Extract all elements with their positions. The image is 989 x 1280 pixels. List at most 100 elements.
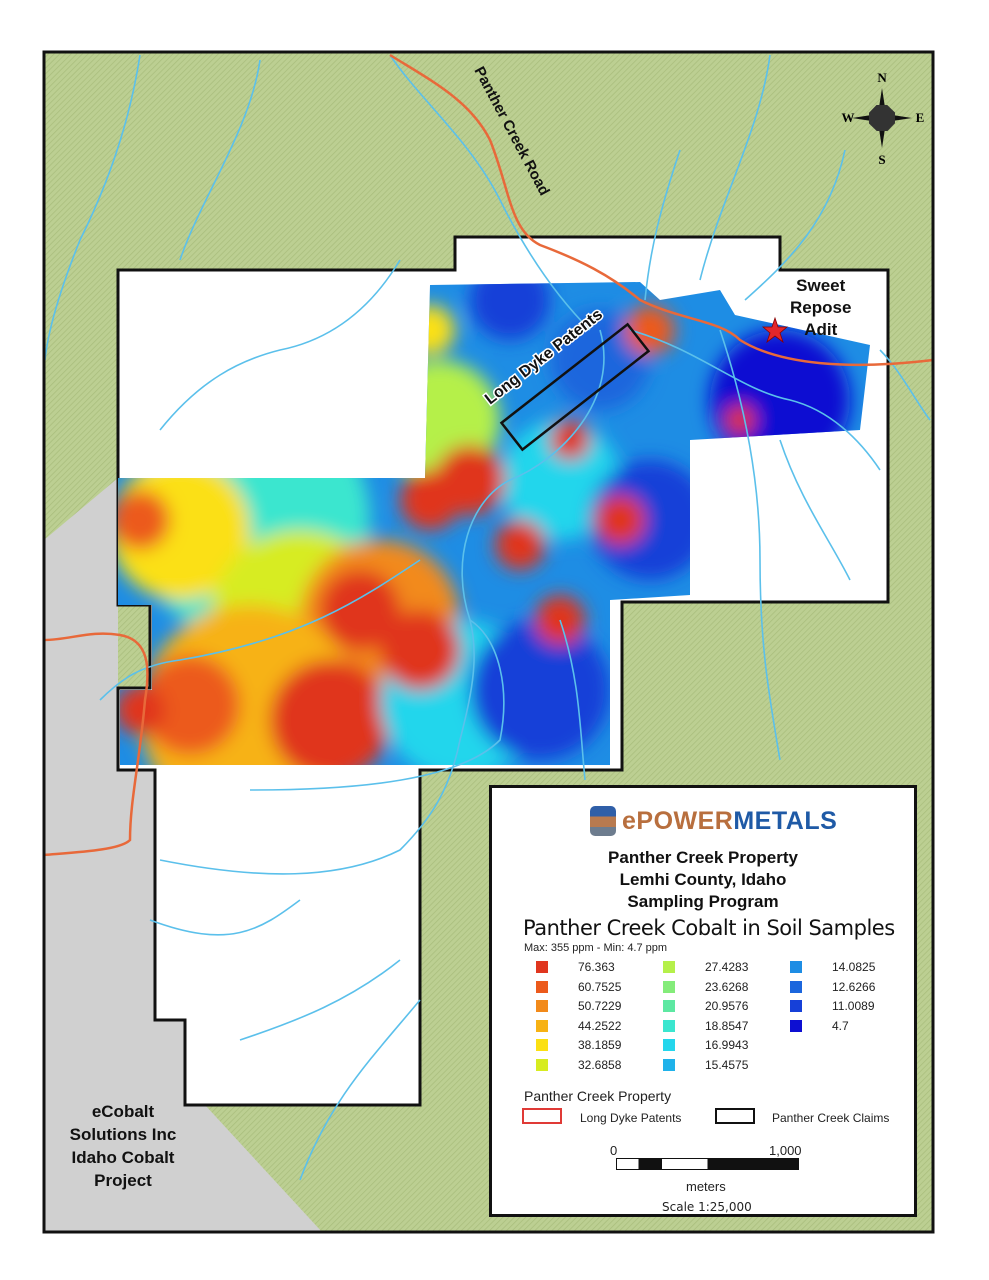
legend-class-swatch bbox=[790, 980, 802, 993]
stream-line bbox=[239, 959, 401, 1041]
legend-class-swatch bbox=[790, 1000, 802, 1012]
neighbor-label-line: Project bbox=[94, 1171, 152, 1190]
heat-blob bbox=[118, 685, 165, 735]
road-line bbox=[389, 53, 934, 367]
legend-class-swatch bbox=[663, 1039, 675, 1051]
heat-blob bbox=[500, 420, 620, 540]
epower-metals-logo: ePOWERMETALS bbox=[590, 806, 837, 836]
legend-class-item: 23.6268 bbox=[663, 980, 748, 994]
legend-class-value: 76.363 bbox=[578, 960, 615, 974]
legend-class-value: 23.6268 bbox=[705, 979, 749, 994]
long-dyke-patents-swatch bbox=[522, 1108, 562, 1124]
heat-blob bbox=[470, 620, 610, 760]
compass-w: W bbox=[842, 110, 855, 125]
legend-class-value: 38.1859 bbox=[578, 1038, 622, 1052]
stream-line bbox=[299, 999, 421, 1181]
legend-class-swatch bbox=[536, 1019, 548, 1032]
long-dyke-patents-legend-label: Long Dyke Patents bbox=[580, 1111, 682, 1125]
legend-title-line: Lemhi County, Idaho bbox=[619, 870, 787, 889]
legend-class-value: 60.7525 bbox=[578, 979, 622, 994]
stream-line bbox=[699, 54, 771, 281]
stream-line bbox=[389, 54, 591, 331]
claims-legend-label: Panther Creek Claims bbox=[772, 1111, 890, 1125]
stream-line bbox=[159, 329, 605, 875]
legend-class-value: 20.9576 bbox=[705, 999, 749, 1013]
heat-blob bbox=[320, 570, 400, 650]
legend-class-value: 18.8547 bbox=[705, 1018, 749, 1033]
stream-line bbox=[249, 619, 505, 791]
stream-line bbox=[629, 329, 881, 471]
legend-class-item: 16.9943 bbox=[663, 1038, 748, 1052]
heat-blob bbox=[625, 305, 675, 355]
heat-blob bbox=[470, 282, 550, 340]
legend-class-value: 12.6266 bbox=[832, 979, 876, 994]
heat-blob bbox=[550, 310, 650, 410]
logo-metals: METALS bbox=[733, 806, 838, 835]
legend-title-line: Panther Creek Property bbox=[608, 848, 798, 867]
legend-class-swatch bbox=[663, 961, 675, 973]
heat-blob bbox=[590, 460, 710, 580]
legend-class-value: 32.6858 bbox=[578, 1057, 622, 1072]
heat-blob bbox=[400, 470, 460, 530]
legend-class-item: 12.6266 bbox=[790, 980, 875, 994]
property-heading: Panther Creek Property bbox=[524, 1088, 672, 1104]
claims-swatch bbox=[715, 1108, 755, 1124]
stream-line bbox=[744, 149, 846, 301]
compass-e: E bbox=[916, 110, 925, 125]
neighbor-label-line: Idaho Cobalt bbox=[71, 1148, 175, 1167]
legend-class-item: 38.1859 bbox=[536, 1038, 621, 1052]
heat-blob bbox=[380, 610, 460, 690]
heat-blob bbox=[140, 655, 240, 755]
legend-class-item: 20.9576 bbox=[663, 999, 748, 1013]
legend-class-value: 4.7 bbox=[832, 1018, 849, 1033]
legend-class-value: 27.4283 bbox=[705, 960, 749, 974]
adit-label-line: Repose bbox=[790, 298, 852, 317]
logo-e: e bbox=[622, 806, 637, 835]
legend-class-item: 44.2522 bbox=[536, 1019, 621, 1033]
legend-class-swatch bbox=[536, 1058, 548, 1071]
heat-blob bbox=[118, 490, 170, 550]
compass-rose-icon: N S E W bbox=[842, 70, 925, 167]
legend-class-item: 14.0825 bbox=[790, 960, 875, 974]
legend-class-swatch bbox=[536, 1000, 548, 1012]
legend-range: Max: 355 ppm - Min: 4.7 ppm bbox=[524, 942, 668, 954]
long-dyke-patents-outline bbox=[499, 322, 651, 452]
heat-blob bbox=[550, 420, 590, 460]
legend-subtitle: Panther Creek Cobalt in Soil Samples bbox=[523, 916, 895, 940]
legend-class-item: 32.6858 bbox=[536, 1058, 621, 1072]
stream-line bbox=[644, 149, 681, 301]
legend-class-item: 50.7229 bbox=[536, 999, 621, 1013]
logo-power: POWER bbox=[636, 806, 734, 835]
legend-class-value: 16.9943 bbox=[705, 1038, 749, 1052]
stream-line bbox=[779, 439, 851, 581]
stream-line bbox=[179, 59, 261, 261]
heat-blob bbox=[270, 660, 390, 765]
legend-class-swatch bbox=[536, 980, 548, 993]
legend-class-value: 44.2522 bbox=[578, 1018, 622, 1033]
legend-class-swatch bbox=[663, 980, 675, 993]
adit-label-line: Sweet bbox=[796, 276, 846, 295]
stream-line bbox=[149, 899, 301, 936]
legend-class-item: 60.7525 bbox=[536, 980, 621, 994]
map-frame bbox=[42, 50, 935, 1234]
legend-class-item: 27.4283 bbox=[663, 960, 748, 974]
heat-blob bbox=[595, 495, 645, 545]
stream-line bbox=[159, 259, 401, 431]
compass-s: S bbox=[878, 152, 885, 167]
compass-n: N bbox=[877, 70, 887, 85]
scale-max: 1,000 bbox=[769, 1143, 802, 1158]
legend-class-item: 11.0089 bbox=[790, 999, 875, 1013]
legend-class-item: 15.4575 bbox=[663, 1058, 748, 1072]
stream-line bbox=[559, 619, 586, 781]
neighbor-label-line: eCobalt bbox=[91, 1102, 155, 1121]
neighbor-property-label: eCobalt Solutions Inc Idaho Cobalt Proje… bbox=[58, 1100, 188, 1192]
legend-class-value: 15.4575 bbox=[705, 1057, 749, 1072]
legend-title-line: Sampling Program bbox=[627, 892, 779, 911]
scale-bar bbox=[616, 1158, 799, 1170]
legend-class-value: 14.0825 bbox=[832, 960, 876, 974]
heat-blob bbox=[725, 405, 755, 435]
neighbor-label-line: Solutions Inc bbox=[69, 1125, 177, 1144]
legend-class-value: 50.7229 bbox=[578, 999, 622, 1013]
stream-line bbox=[879, 349, 931, 421]
sweet-repose-adit-label: Sweet Repose Adit bbox=[790, 275, 851, 341]
